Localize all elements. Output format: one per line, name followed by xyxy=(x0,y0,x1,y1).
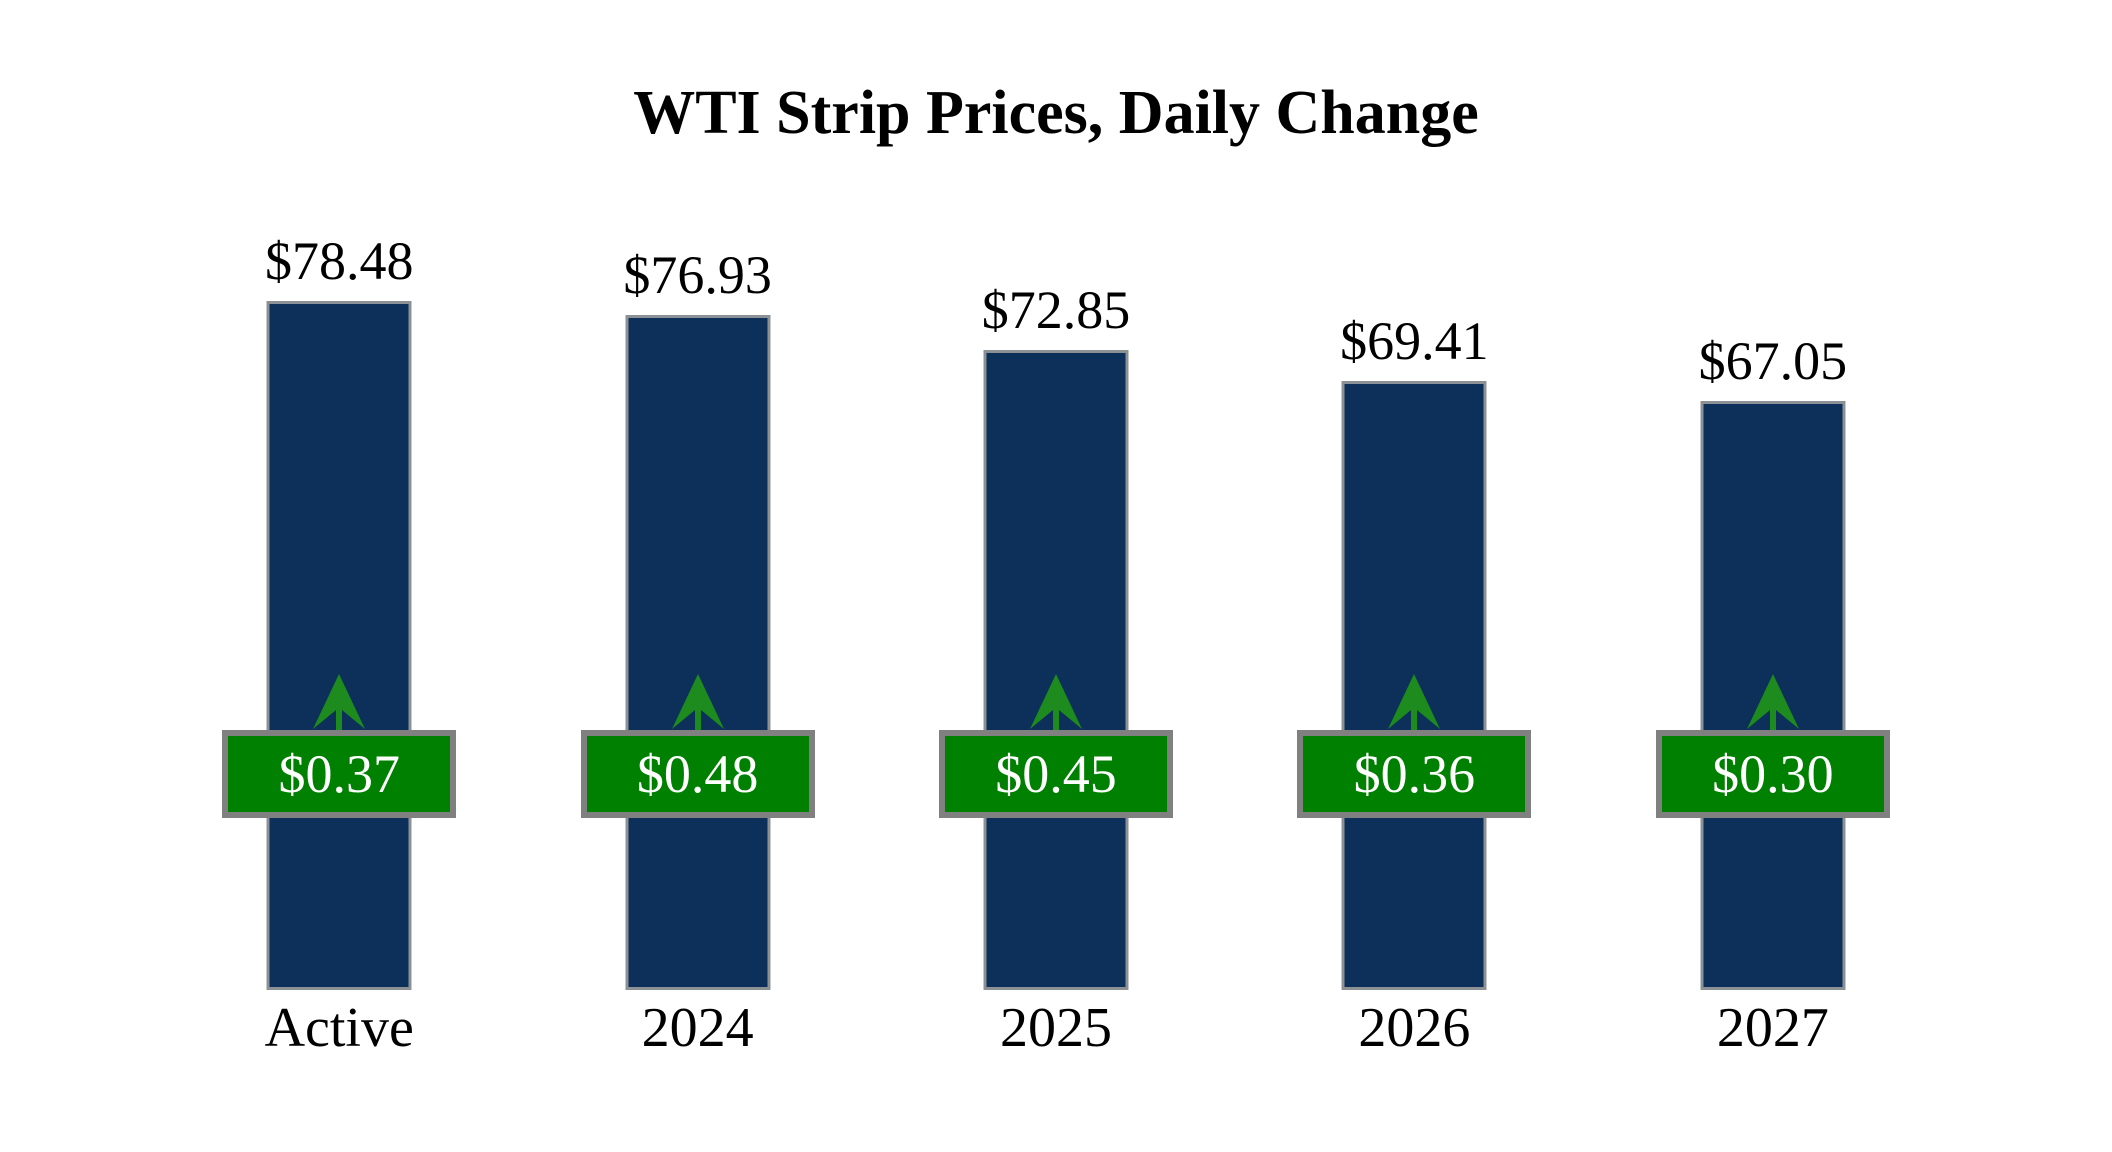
category-label: 2026 xyxy=(1358,997,1471,1059)
bar-column: $67.05 $0.30 2027 xyxy=(1594,0,1952,1152)
category-label: Active xyxy=(264,997,414,1059)
chart-title: WTI Strip Prices, Daily Change xyxy=(633,79,1479,147)
change-badge: $0.30 xyxy=(1655,730,1890,818)
change-value-label: $0.45 xyxy=(995,744,1117,804)
category-label: 2027 xyxy=(1716,997,1829,1059)
bar-value-label: $67.05 xyxy=(1698,330,1848,391)
bar xyxy=(983,350,1129,990)
change-value-label: $0.36 xyxy=(1353,744,1476,804)
up-arrow-icon xyxy=(1388,674,1441,732)
bar-column: $78.48 $0.37 Active xyxy=(160,0,518,1152)
category-label: 2024 xyxy=(641,997,754,1059)
change-badge: $0.36 xyxy=(1297,730,1532,818)
bar-value-label: $69.41 xyxy=(1340,310,1489,371)
bar-column: $76.93 $0.48 2024 xyxy=(518,0,876,1152)
bar xyxy=(266,301,412,990)
change-value-label: $0.37 xyxy=(278,744,400,804)
up-arrow-icon xyxy=(1030,674,1083,732)
up-arrow-icon xyxy=(1746,674,1799,732)
bar-value-label: $72.85 xyxy=(981,279,1131,340)
change-value-label: $0.30 xyxy=(1712,744,1834,804)
change-badge: $0.37 xyxy=(222,730,457,818)
change-badge: $0.48 xyxy=(580,730,815,818)
up-arrow-icon xyxy=(671,674,724,732)
up-arrow-icon xyxy=(313,674,366,732)
bar-column: $72.85 $0.45 2025 xyxy=(877,0,1235,1152)
change-badge: $0.45 xyxy=(939,730,1174,818)
bar-columns: $78.48 $0.37 Active $76.93 $0.48 2024 $7… xyxy=(160,0,1952,1152)
category-label: 2025 xyxy=(1000,997,1113,1059)
bar-column: $69.41 $0.36 2026 xyxy=(1235,0,1593,1152)
bar-value-label: $78.48 xyxy=(264,230,414,291)
bar xyxy=(625,315,771,990)
change-value-label: $0.48 xyxy=(636,744,759,804)
bar-value-label: $76.93 xyxy=(623,244,772,305)
